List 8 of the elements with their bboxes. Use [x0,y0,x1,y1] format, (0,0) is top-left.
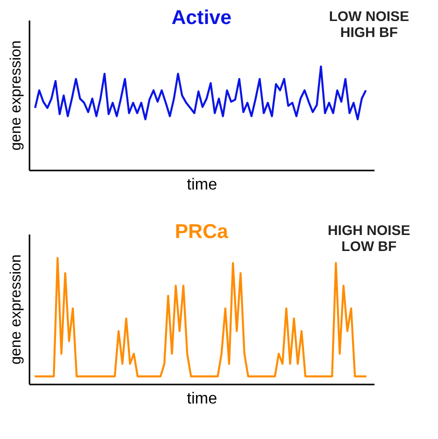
text: LOW NOISE HIGH BF [328,8,410,40]
x-axis-title: time [186,176,218,194]
y-axis-title: gene expression [8,40,24,151]
text: HIGH NOISE LOW BF [328,222,410,254]
chart-title: PRCa [174,221,230,243]
y-axis-title: gene expression [8,254,24,365]
x-axis-title: time [186,390,218,408]
chart-title: Active [171,7,232,29]
